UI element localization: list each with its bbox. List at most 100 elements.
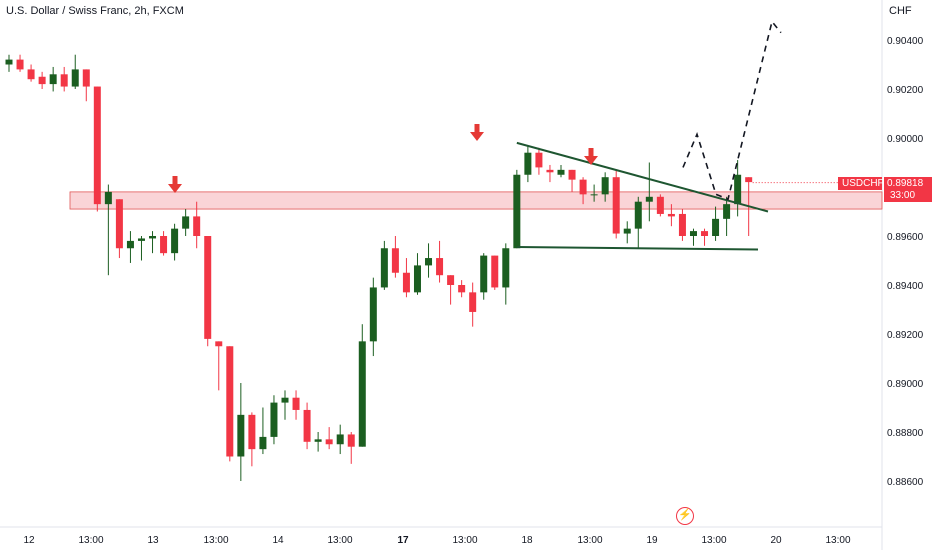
candle-up: [634, 201, 642, 229]
current-price: 0.89818: [884, 177, 932, 190]
candle-down: [701, 231, 709, 236]
candle-up: [369, 287, 377, 342]
candle-up: [513, 174, 521, 249]
candle-up: [49, 74, 57, 85]
candle-down: [402, 272, 410, 293]
candle-down: [436, 258, 444, 276]
y-tick-label: 0.89600: [887, 232, 924, 243]
candle-up: [480, 255, 488, 293]
resistance-zone: [69, 191, 883, 210]
candle-down: [656, 196, 664, 214]
candle-down: [579, 179, 587, 195]
y-tick-label: 0.90000: [887, 134, 924, 145]
down-arrow-head: [470, 132, 484, 141]
candle-up: [336, 434, 344, 445]
candle-up: [270, 402, 278, 437]
chart-title: U.S. Dollar / Swiss Franc, 2h, FXCM: [6, 5, 184, 17]
y-tick-label: 0.88800: [887, 428, 924, 439]
down-arrow-head: [584, 156, 598, 165]
descending-trendline: [516, 141, 769, 213]
candle-down: [745, 177, 753, 183]
candle-down: [458, 285, 466, 293]
candle-down: [546, 169, 554, 173]
candle-down: [226, 346, 234, 457]
candle-down: [27, 69, 35, 80]
candle-up: [71, 69, 79, 87]
y-tick-label: 0.90400: [887, 36, 924, 47]
tradingview-logo-icon[interactable]: ⚡: [676, 507, 694, 525]
candle-down: [16, 59, 24, 70]
candle-down: [568, 169, 576, 180]
x-tick-label: 19: [646, 535, 658, 546]
candle-down: [612, 177, 620, 234]
candle-up: [645, 196, 653, 202]
candle-down: [115, 199, 123, 249]
candle-down: [303, 409, 311, 442]
candle-up: [734, 174, 742, 205]
candle-down: [292, 397, 300, 410]
candle-up: [281, 397, 289, 403]
down-arrow-shaft: [588, 148, 594, 157]
candle-down: [325, 439, 333, 445]
y-tick-label: 0.89000: [887, 379, 924, 390]
candle-up: [590, 194, 598, 196]
candle-up: [413, 265, 421, 293]
x-tick-label: 13:00: [825, 535, 850, 546]
candle-down: [447, 275, 455, 285]
y-tick-label: 0.88600: [887, 477, 924, 488]
x-tick-label: 13: [147, 535, 159, 546]
candle-up: [524, 152, 532, 175]
bar-countdown: 33:00: [884, 190, 932, 202]
candles-group: [5, 54, 753, 481]
candle-up: [425, 258, 433, 266]
candle-up: [149, 236, 157, 239]
candle-down: [667, 213, 675, 217]
candle-down: [469, 292, 477, 312]
candle-up: [557, 169, 565, 175]
candle-up: [126, 240, 134, 249]
x-tick-label: 20: [770, 535, 782, 546]
x-tick-label: 13:00: [577, 535, 602, 546]
candle-down: [215, 341, 223, 347]
y-tick-label: 0.89200: [887, 330, 924, 341]
candle-down: [93, 86, 101, 205]
candle-down: [160, 236, 168, 254]
candle-down: [60, 74, 68, 87]
down-arrow-icon: [584, 148, 598, 165]
candle-down: [347, 434, 355, 447]
candle-up: [137, 238, 145, 241]
down-arrow-icon: [470, 124, 484, 141]
candle-up: [314, 439, 322, 442]
y-tick-label: 0.89400: [887, 281, 924, 292]
candle-up: [623, 228, 631, 234]
candle-up: [182, 216, 190, 229]
x-tick-label: 13:00: [327, 535, 352, 546]
candle-down: [38, 76, 46, 85]
y-tick-label: 0.90200: [887, 85, 924, 96]
down-arrow-shaft: [474, 124, 480, 133]
candle-down: [491, 255, 499, 288]
candle-down: [678, 213, 686, 236]
candle-up: [601, 177, 609, 195]
candle-up: [259, 436, 267, 450]
down-arrow-shaft: [172, 176, 178, 185]
candle-up: [712, 218, 720, 236]
support-line: [516, 246, 759, 251]
candle-up: [502, 248, 510, 288]
x-tick-label: 12: [23, 535, 35, 546]
candle-down: [391, 248, 399, 273]
candle-up: [104, 191, 112, 205]
projected-path: [682, 19, 782, 201]
x-tick-label: 13:00: [78, 535, 103, 546]
x-tick-label: 14: [272, 535, 284, 546]
x-tick-label: 13:00: [203, 535, 228, 546]
candle-up: [5, 59, 13, 65]
x-tick-label: 17: [397, 535, 409, 546]
candle-up: [237, 414, 245, 457]
candle-down: [204, 236, 212, 339]
candle-down: [248, 414, 256, 450]
candle-down: [535, 152, 543, 168]
down-arrow-head: [168, 184, 182, 193]
candle-down: [82, 69, 90, 87]
